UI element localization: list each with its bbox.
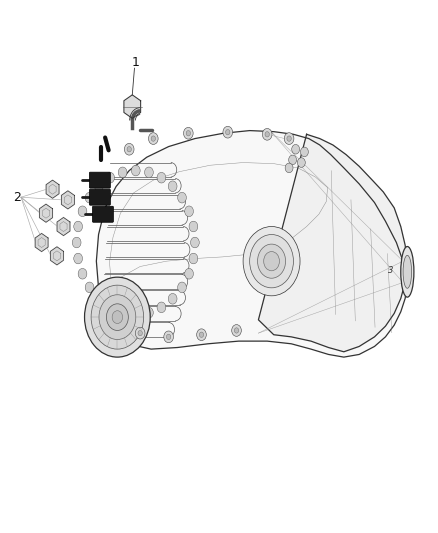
Circle shape	[168, 294, 177, 304]
Circle shape	[185, 206, 194, 216]
Circle shape	[157, 172, 166, 183]
Circle shape	[191, 237, 199, 248]
Circle shape	[78, 206, 87, 216]
Polygon shape	[258, 134, 407, 352]
Text: 2: 2	[14, 191, 21, 204]
Circle shape	[95, 294, 103, 304]
Circle shape	[85, 277, 150, 357]
Text: 1: 1	[132, 56, 140, 69]
Circle shape	[178, 192, 187, 203]
Circle shape	[148, 133, 158, 144]
FancyBboxPatch shape	[92, 206, 113, 222]
Circle shape	[106, 304, 128, 330]
Circle shape	[292, 144, 300, 154]
Circle shape	[118, 167, 127, 177]
Circle shape	[166, 334, 171, 340]
Circle shape	[85, 192, 94, 203]
Circle shape	[85, 282, 94, 293]
Circle shape	[131, 165, 140, 176]
Circle shape	[145, 167, 153, 177]
Circle shape	[135, 327, 145, 339]
Polygon shape	[57, 217, 70, 236]
Circle shape	[186, 131, 191, 136]
Circle shape	[178, 282, 187, 293]
Circle shape	[78, 269, 87, 279]
Circle shape	[95, 181, 103, 191]
Circle shape	[199, 332, 204, 337]
Circle shape	[262, 128, 272, 140]
Circle shape	[106, 302, 114, 313]
Circle shape	[168, 181, 177, 191]
Circle shape	[234, 328, 239, 333]
Polygon shape	[35, 233, 48, 252]
Circle shape	[131, 309, 140, 320]
Text: 3: 3	[389, 266, 394, 274]
FancyBboxPatch shape	[89, 172, 110, 188]
Polygon shape	[124, 95, 141, 118]
Ellipse shape	[403, 255, 412, 288]
Circle shape	[226, 130, 230, 135]
Polygon shape	[39, 204, 53, 222]
Circle shape	[91, 285, 144, 349]
Polygon shape	[61, 191, 74, 209]
Circle shape	[258, 244, 286, 278]
Circle shape	[265, 132, 269, 137]
Circle shape	[145, 308, 153, 318]
Circle shape	[106, 172, 114, 183]
Circle shape	[127, 147, 131, 152]
Circle shape	[151, 136, 155, 141]
Circle shape	[232, 325, 241, 336]
Circle shape	[74, 221, 82, 232]
Circle shape	[284, 133, 294, 144]
Circle shape	[287, 136, 291, 141]
Circle shape	[243, 227, 300, 296]
FancyBboxPatch shape	[89, 189, 110, 205]
Circle shape	[285, 163, 293, 173]
Polygon shape	[96, 131, 407, 357]
Circle shape	[112, 311, 123, 324]
Circle shape	[118, 308, 127, 318]
Circle shape	[72, 237, 81, 248]
Circle shape	[164, 331, 173, 343]
Circle shape	[184, 127, 193, 139]
Circle shape	[223, 126, 233, 138]
Circle shape	[124, 143, 134, 155]
Circle shape	[289, 155, 297, 165]
Circle shape	[99, 295, 136, 340]
Circle shape	[264, 252, 279, 271]
Ellipse shape	[401, 246, 414, 297]
Circle shape	[157, 302, 166, 313]
Circle shape	[185, 269, 194, 279]
Circle shape	[250, 235, 293, 288]
Circle shape	[189, 253, 198, 264]
Polygon shape	[50, 247, 64, 265]
Polygon shape	[46, 180, 59, 198]
Circle shape	[138, 330, 142, 336]
Circle shape	[297, 158, 305, 167]
Circle shape	[300, 147, 308, 157]
Circle shape	[197, 329, 206, 341]
Circle shape	[189, 221, 198, 232]
Circle shape	[74, 253, 82, 264]
